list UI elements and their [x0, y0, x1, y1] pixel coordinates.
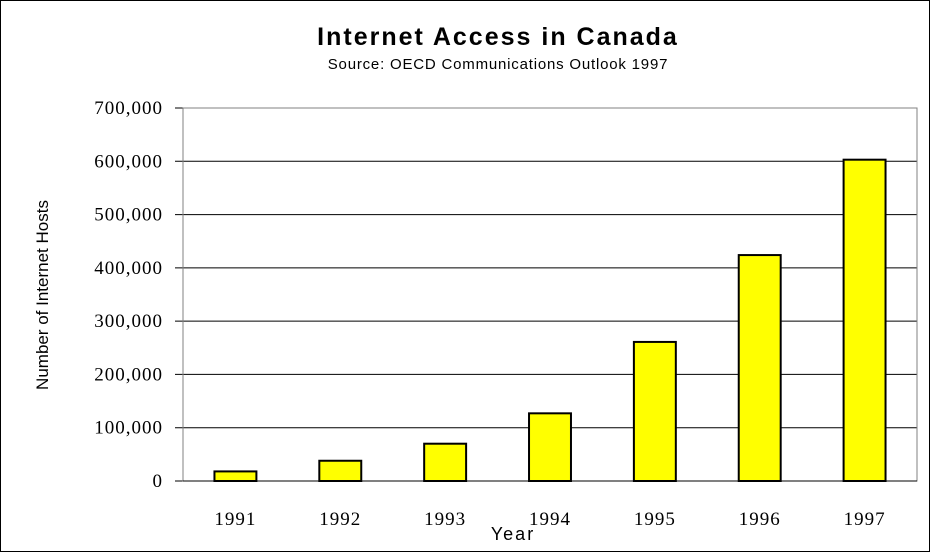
y-axis-tick-labels: 0 100,000 200,000 300,000 400,000 500,000 600,… — [94, 98, 164, 492]
bar-1992 — [318, 459, 363, 483]
x-axis-label: Year — [491, 524, 535, 544]
x-tick-label: 1996 — [739, 509, 781, 530]
bar-1993 — [423, 442, 468, 483]
chart-subtitle: Source: OECD Communications Outlook 1997 — [328, 56, 668, 73]
chart-title: Internet Access in Canada — [317, 23, 679, 51]
x-tick-label: 1992 — [319, 509, 361, 530]
y-tick-label: 200,000 — [94, 364, 163, 385]
x-tick-label: 1993 — [424, 509, 466, 530]
x-tick-label: 1995 — [634, 509, 676, 530]
y-axis-label: Number of Internet Hosts — [33, 200, 52, 390]
x-tick-label: 1997 — [844, 509, 886, 530]
bar-1994 — [528, 412, 572, 483]
x-axis-tick-labels: 1991 1992 1993 1994 1995 1996 1997 — [214, 509, 886, 530]
y-tick-label: 100,000 — [94, 418, 163, 439]
y-tick-label: 600,000 — [94, 151, 163, 172]
y-tick-label: 700,000 — [94, 98, 163, 119]
x-tick-label: 1991 — [214, 509, 256, 530]
x-tick-label: 1994 — [529, 509, 571, 530]
bar-1991 — [213, 470, 258, 482]
y-tick-label: 0 — [153, 471, 164, 492]
bar-1996 — [737, 254, 782, 482]
bar-1995 — [632, 340, 677, 482]
y-tick-label: 500,000 — [94, 205, 163, 226]
y-tick-label: 400,000 — [94, 258, 163, 279]
bars — [213, 158, 887, 483]
bar-1997 — [842, 158, 887, 483]
y-tick-label: 300,000 — [94, 311, 163, 332]
